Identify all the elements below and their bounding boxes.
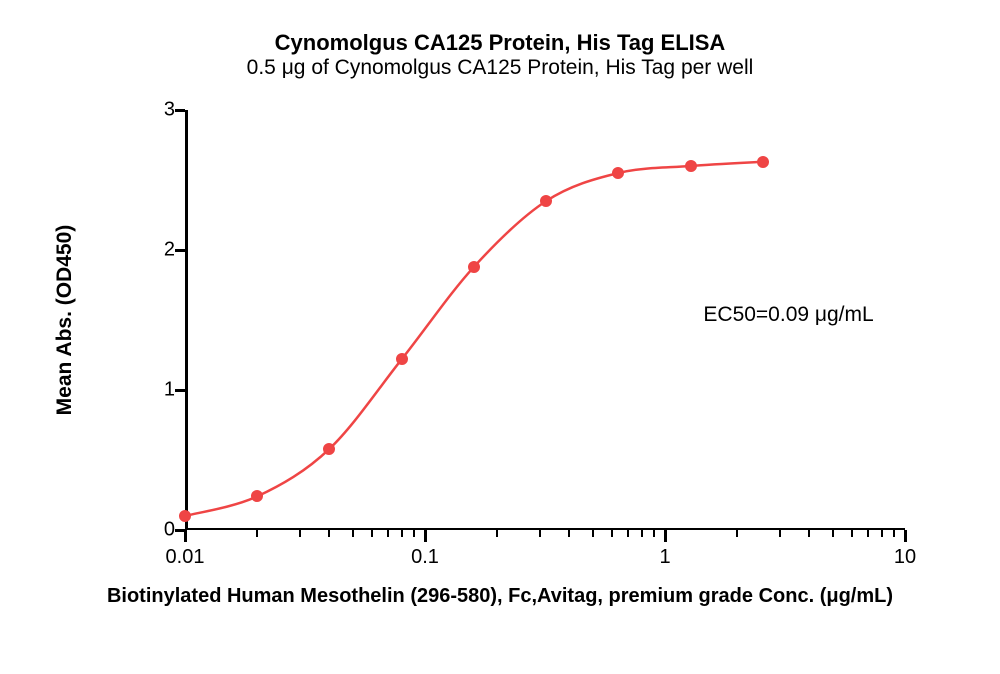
x-minor-tick	[352, 530, 354, 537]
x-minor-tick	[653, 530, 655, 537]
x-minor-tick	[401, 530, 403, 537]
x-minor-tick	[893, 530, 895, 537]
chart-title-block: Cynomolgus CA125 Protein, His Tag ELISA …	[0, 30, 1000, 80]
data-point	[540, 195, 552, 207]
data-point	[323, 443, 335, 455]
x-minor-tick	[413, 530, 415, 537]
y-tick	[175, 389, 185, 392]
x-minor-tick	[641, 530, 643, 537]
chart-title-sub: 0.5 μg of Cynomolgus CA125 Protein, His …	[0, 56, 1000, 80]
x-minor-tick	[387, 530, 389, 537]
data-point	[251, 490, 263, 502]
x-tick-label: 1	[659, 546, 670, 569]
y-tick-label: 0	[125, 519, 175, 542]
x-minor-tick	[256, 530, 258, 537]
x-minor-tick	[808, 530, 810, 537]
x-minor-tick	[371, 530, 373, 537]
y-tick	[175, 249, 185, 252]
data-point	[612, 167, 624, 179]
x-minor-tick	[496, 530, 498, 537]
data-point	[468, 261, 480, 273]
x-minor-tick	[592, 530, 594, 537]
data-point	[685, 160, 697, 172]
x-minor-tick	[832, 530, 834, 537]
data-point	[757, 156, 769, 168]
x-tick	[904, 530, 907, 542]
x-axis-label: Biotinylated Human Mesothelin (296-580),…	[0, 585, 1000, 608]
ec50-annotation: EC50=0.09 μg/mL	[703, 303, 873, 327]
y-axis-label: Mean Abs. (OD450)	[53, 170, 77, 470]
x-minor-tick	[539, 530, 541, 537]
x-minor-tick	[779, 530, 781, 537]
x-minor-tick	[867, 530, 869, 537]
x-minor-tick	[568, 530, 570, 537]
x-tick-label: 0.1	[411, 546, 439, 569]
y-tick-label: 2	[125, 239, 175, 262]
data-point	[396, 353, 408, 365]
x-tick	[184, 530, 187, 542]
x-tick	[424, 530, 427, 542]
x-tick	[664, 530, 667, 542]
x-minor-tick	[881, 530, 883, 537]
x-minor-tick	[299, 530, 301, 537]
y-tick-label: 3	[125, 99, 175, 122]
elisa-chart: Cynomolgus CA125 Protein, His Tag ELISA …	[0, 0, 1000, 674]
x-minor-tick	[851, 530, 853, 537]
x-tick-label: 0.01	[166, 546, 205, 569]
x-minor-tick	[611, 530, 613, 537]
y-tick-label: 1	[125, 379, 175, 402]
y-tick	[175, 109, 185, 112]
x-minor-tick	[736, 530, 738, 537]
x-minor-tick	[328, 530, 330, 537]
x-minor-tick	[627, 530, 629, 537]
data-point	[179, 510, 191, 522]
x-tick-label: 10	[894, 546, 916, 569]
chart-title-main: Cynomolgus CA125 Protein, His Tag ELISA	[0, 30, 1000, 56]
